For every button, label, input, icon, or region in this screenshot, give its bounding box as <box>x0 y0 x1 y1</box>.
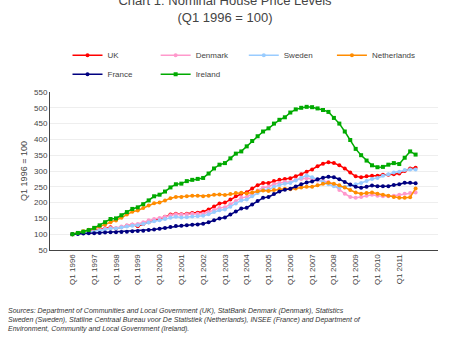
svg-text:Chart 1: Nominal House Price L: Chart 1: Nominal House Price Levels(Q1 1… <box>118 0 332 25</box>
svg-text:Q1 1996: Q1 1996 <box>68 254 77 285</box>
svg-text:200: 200 <box>34 198 48 207</box>
svg-text:100: 100 <box>34 230 48 239</box>
svg-text:50: 50 <box>38 246 47 255</box>
svg-text:Q1 2008: Q1 2008 <box>329 254 338 285</box>
svg-text:Q1 2010: Q1 2010 <box>373 254 382 285</box>
svg-text:Ireland: Ireland <box>196 70 220 79</box>
svg-text:UK: UK <box>108 51 120 60</box>
svg-text:Q1 1997: Q1 1997 <box>90 254 99 285</box>
svg-text:Q1 2011: Q1 2011 <box>395 254 404 285</box>
svg-text:350: 350 <box>34 151 48 160</box>
svg-text:Q1 2003: Q1 2003 <box>221 254 230 285</box>
svg-text:400: 400 <box>34 135 48 144</box>
svg-text:Q1 2006: Q1 2006 <box>286 254 295 285</box>
svg-text:300: 300 <box>34 167 48 176</box>
svg-text:France: France <box>108 70 133 79</box>
svg-text:150: 150 <box>34 214 48 223</box>
svg-text:Netherlands: Netherlands <box>372 51 415 60</box>
svg-text:Q1 1999: Q1 1999 <box>133 254 142 285</box>
svg-text:Q1 2007: Q1 2007 <box>308 254 317 285</box>
svg-text:250: 250 <box>34 183 48 192</box>
svg-text:Q1 2002: Q1 2002 <box>199 254 208 285</box>
svg-text:Q1 2000: Q1 2000 <box>155 254 164 285</box>
svg-text:Q1 2005: Q1 2005 <box>264 254 273 285</box>
svg-text:550: 550 <box>34 88 48 97</box>
svg-text:450: 450 <box>34 119 48 128</box>
svg-text:Q1 2001: Q1 2001 <box>177 254 186 285</box>
svg-text:Sources: Department of Communi: Sources: Department of Communities and L… <box>8 307 361 333</box>
svg-text:Q1 2009: Q1 2009 <box>351 254 360 285</box>
svg-text:Q1 1998: Q1 1998 <box>112 254 121 285</box>
svg-text:500: 500 <box>34 104 48 113</box>
svg-text:Q1 1996 = 100: Q1 1996 = 100 <box>19 141 29 201</box>
svg-text:Sweden: Sweden <box>284 51 313 60</box>
svg-text:Denmark: Denmark <box>196 51 229 60</box>
svg-text:Q1 2004: Q1 2004 <box>242 254 251 285</box>
